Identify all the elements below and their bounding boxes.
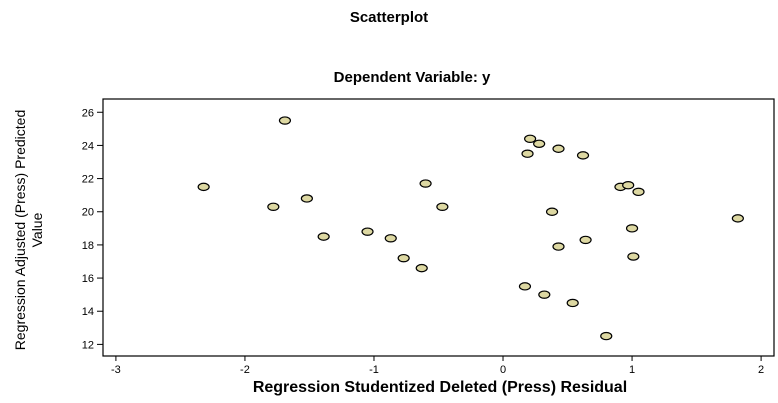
- data-point: [627, 252, 640, 261]
- data-point: [625, 224, 639, 233]
- data-point: [436, 202, 449, 211]
- data-point: [521, 149, 534, 158]
- data-point: [278, 116, 292, 125]
- data-point: [579, 235, 592, 245]
- data-point: [552, 242, 565, 251]
- y-tick-label: 16: [82, 273, 94, 285]
- data-point: [538, 290, 551, 299]
- x-tick-label: -3: [111, 364, 121, 376]
- plot-area: [102, 98, 775, 357]
- data-point: [566, 298, 579, 308]
- data-point: [419, 179, 432, 188]
- x-tick-label: 1: [629, 364, 635, 376]
- data-point: [197, 182, 210, 192]
- y-tick-label: 24: [82, 140, 94, 152]
- y-tick-label: 22: [82, 174, 94, 186]
- data-point: [622, 181, 635, 190]
- x-axis-label: Regression Studentized Deleted (Press) R…: [253, 379, 627, 396]
- x-tick-label: -1: [369, 364, 379, 376]
- y-tick-label: 18: [82, 240, 94, 252]
- data-point: [632, 187, 645, 197]
- y-tick-label: 26: [82, 107, 94, 119]
- data-points: [197, 116, 744, 341]
- data-point: [576, 151, 590, 160]
- data-point: [552, 144, 565, 153]
- data-point: [317, 232, 330, 241]
- data-point: [533, 139, 546, 148]
- x-axis-ticks: -3 -2 -1 0 1 2: [111, 356, 764, 376]
- y-axis-label-line1: Regression Adjusted (Press) Predicted: [12, 110, 28, 350]
- data-point: [600, 331, 613, 341]
- y-axis-label-line2: Value: [29, 212, 45, 247]
- data-point: [415, 263, 428, 273]
- x-tick-label: 2: [758, 364, 764, 376]
- y-tick-label: 14: [82, 306, 94, 318]
- y-axis-ticks: 12 14 16 18 20 22 24 26: [82, 107, 103, 351]
- y-tick-label: 20: [82, 207, 94, 219]
- data-point: [518, 282, 532, 291]
- x-tick-label: 0: [500, 364, 506, 376]
- x-tick-label: -2: [240, 364, 250, 376]
- data-point: [361, 227, 374, 236]
- data-point: [731, 214, 744, 223]
- data-point: [524, 134, 537, 143]
- chart-subtitle: Dependent Variable: y: [334, 69, 491, 86]
- data-point: [300, 194, 313, 203]
- data-point: [384, 234, 397, 243]
- chart-title: Scatterplot: [350, 9, 428, 26]
- data-point: [397, 253, 410, 263]
- y-tick-label: 12: [82, 339, 94, 351]
- data-point: [267, 202, 280, 211]
- data-point: [545, 207, 559, 216]
